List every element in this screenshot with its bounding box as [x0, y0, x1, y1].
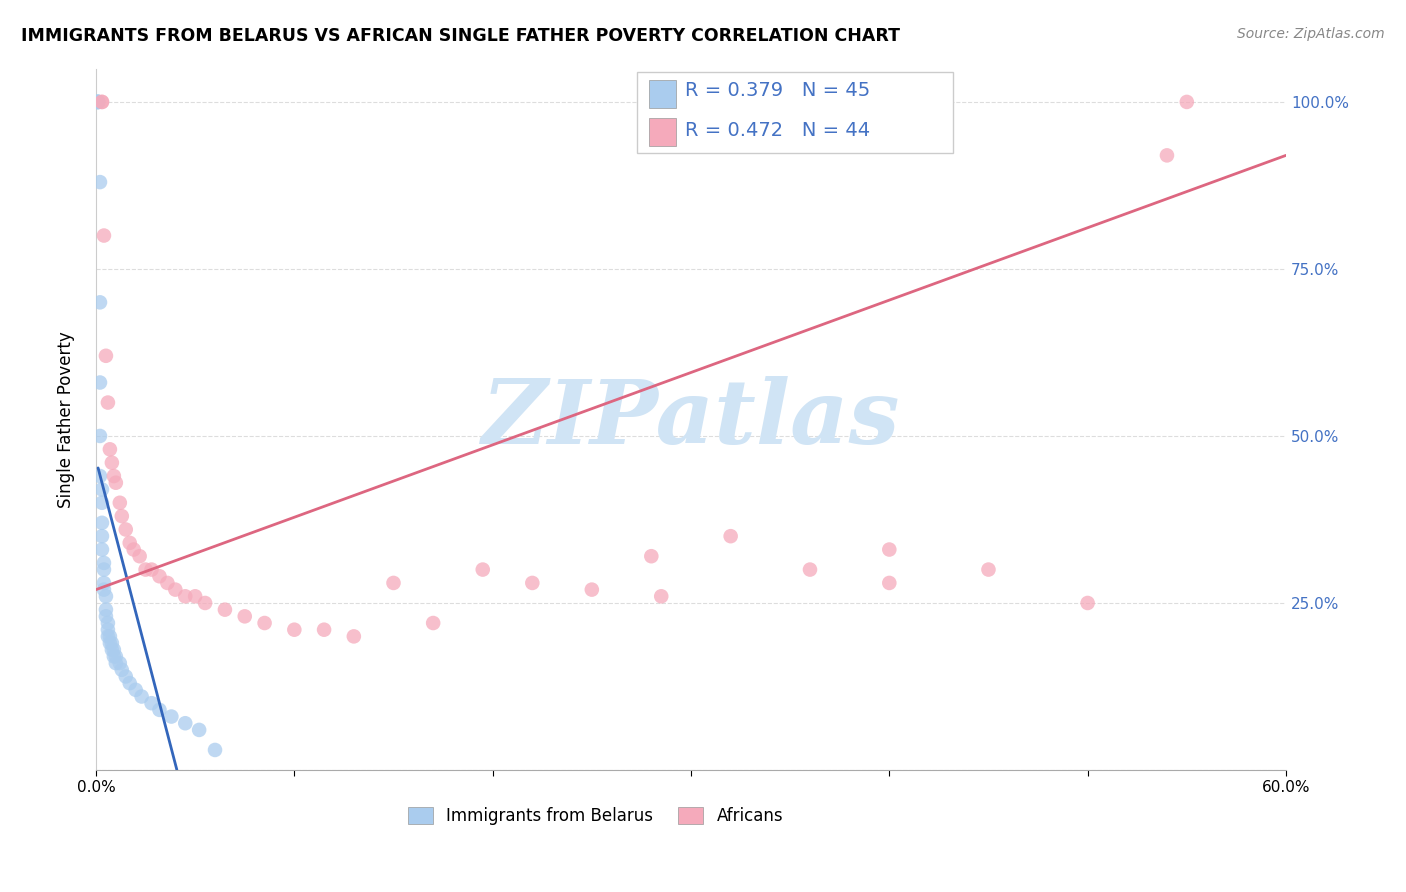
Point — [194, 596, 217, 610]
Point — [101, 456, 124, 470]
Point — [1156, 148, 1178, 162]
Point — [97, 623, 120, 637]
Point — [382, 576, 405, 591]
Point — [93, 556, 115, 570]
Point — [91, 516, 114, 530]
Point — [879, 542, 901, 557]
FancyBboxPatch shape — [637, 72, 953, 153]
Point — [124, 682, 146, 697]
Point — [1175, 95, 1198, 109]
Point — [98, 442, 121, 457]
Legend: Immigrants from Belarus, Africans: Immigrants from Belarus, Africans — [408, 806, 783, 825]
Bar — [650, 118, 675, 146]
Point — [1077, 596, 1099, 610]
Point — [650, 589, 672, 603]
Point — [184, 589, 207, 603]
Point — [188, 723, 211, 737]
Point — [98, 629, 121, 643]
Point — [91, 95, 114, 109]
Point — [89, 376, 111, 390]
Point — [343, 629, 366, 643]
Text: R = 0.472   N = 44: R = 0.472 N = 44 — [685, 121, 870, 140]
Point — [98, 636, 121, 650]
Point — [89, 175, 111, 189]
Point — [87, 95, 110, 109]
Point — [118, 676, 141, 690]
Point — [174, 716, 197, 731]
Bar — [650, 80, 675, 108]
Point — [160, 709, 183, 723]
Point — [89, 295, 111, 310]
Point — [91, 542, 114, 557]
Point — [91, 529, 114, 543]
Point — [141, 696, 163, 710]
Point — [471, 563, 494, 577]
Point — [87, 95, 110, 109]
Point — [128, 549, 150, 564]
Point — [314, 623, 336, 637]
Point — [141, 563, 163, 577]
Point — [104, 656, 127, 670]
Point — [283, 623, 305, 637]
Point — [87, 95, 110, 109]
Point — [94, 349, 117, 363]
Point — [103, 469, 125, 483]
Point — [94, 609, 117, 624]
Point — [422, 615, 444, 630]
Point — [148, 703, 170, 717]
Text: R = 0.379   N = 45: R = 0.379 N = 45 — [685, 81, 870, 100]
Point — [879, 576, 901, 591]
Point — [93, 582, 115, 597]
Y-axis label: Single Father Poverty: Single Father Poverty — [58, 331, 75, 508]
Point — [94, 602, 117, 616]
Text: ZIPatlas: ZIPatlas — [482, 376, 900, 463]
Point — [118, 536, 141, 550]
Point — [104, 649, 127, 664]
Point — [131, 690, 153, 704]
Point — [111, 509, 134, 524]
Point — [253, 615, 276, 630]
Point — [174, 589, 197, 603]
Point — [91, 483, 114, 497]
Point — [87, 95, 110, 109]
Point — [108, 496, 131, 510]
Point — [581, 582, 603, 597]
Point — [114, 669, 136, 683]
Point — [91, 95, 114, 109]
Point — [108, 656, 131, 670]
Point — [97, 615, 120, 630]
Point — [214, 602, 236, 616]
Point — [101, 642, 124, 657]
Point — [103, 649, 125, 664]
Point — [720, 529, 742, 543]
Point — [148, 569, 170, 583]
Point — [93, 576, 115, 591]
Point — [97, 629, 120, 643]
Point — [111, 663, 134, 677]
Point — [93, 563, 115, 577]
Point — [87, 95, 110, 109]
Text: Source: ZipAtlas.com: Source: ZipAtlas.com — [1237, 27, 1385, 41]
Point — [233, 609, 256, 624]
Point — [522, 576, 544, 591]
Point — [103, 642, 125, 657]
Point — [156, 576, 179, 591]
Point — [104, 475, 127, 490]
Point — [101, 636, 124, 650]
Point — [97, 395, 120, 409]
Point — [640, 549, 662, 564]
Point — [93, 228, 115, 243]
Point — [89, 469, 111, 483]
Point — [204, 743, 226, 757]
Point — [91, 496, 114, 510]
Point — [799, 563, 821, 577]
Point — [94, 589, 117, 603]
Point — [977, 563, 1000, 577]
Point — [114, 523, 136, 537]
Point — [89, 429, 111, 443]
Text: IMMIGRANTS FROM BELARUS VS AFRICAN SINGLE FATHER POVERTY CORRELATION CHART: IMMIGRANTS FROM BELARUS VS AFRICAN SINGL… — [21, 27, 900, 45]
Point — [122, 542, 145, 557]
Point — [165, 582, 187, 597]
Point — [135, 563, 157, 577]
